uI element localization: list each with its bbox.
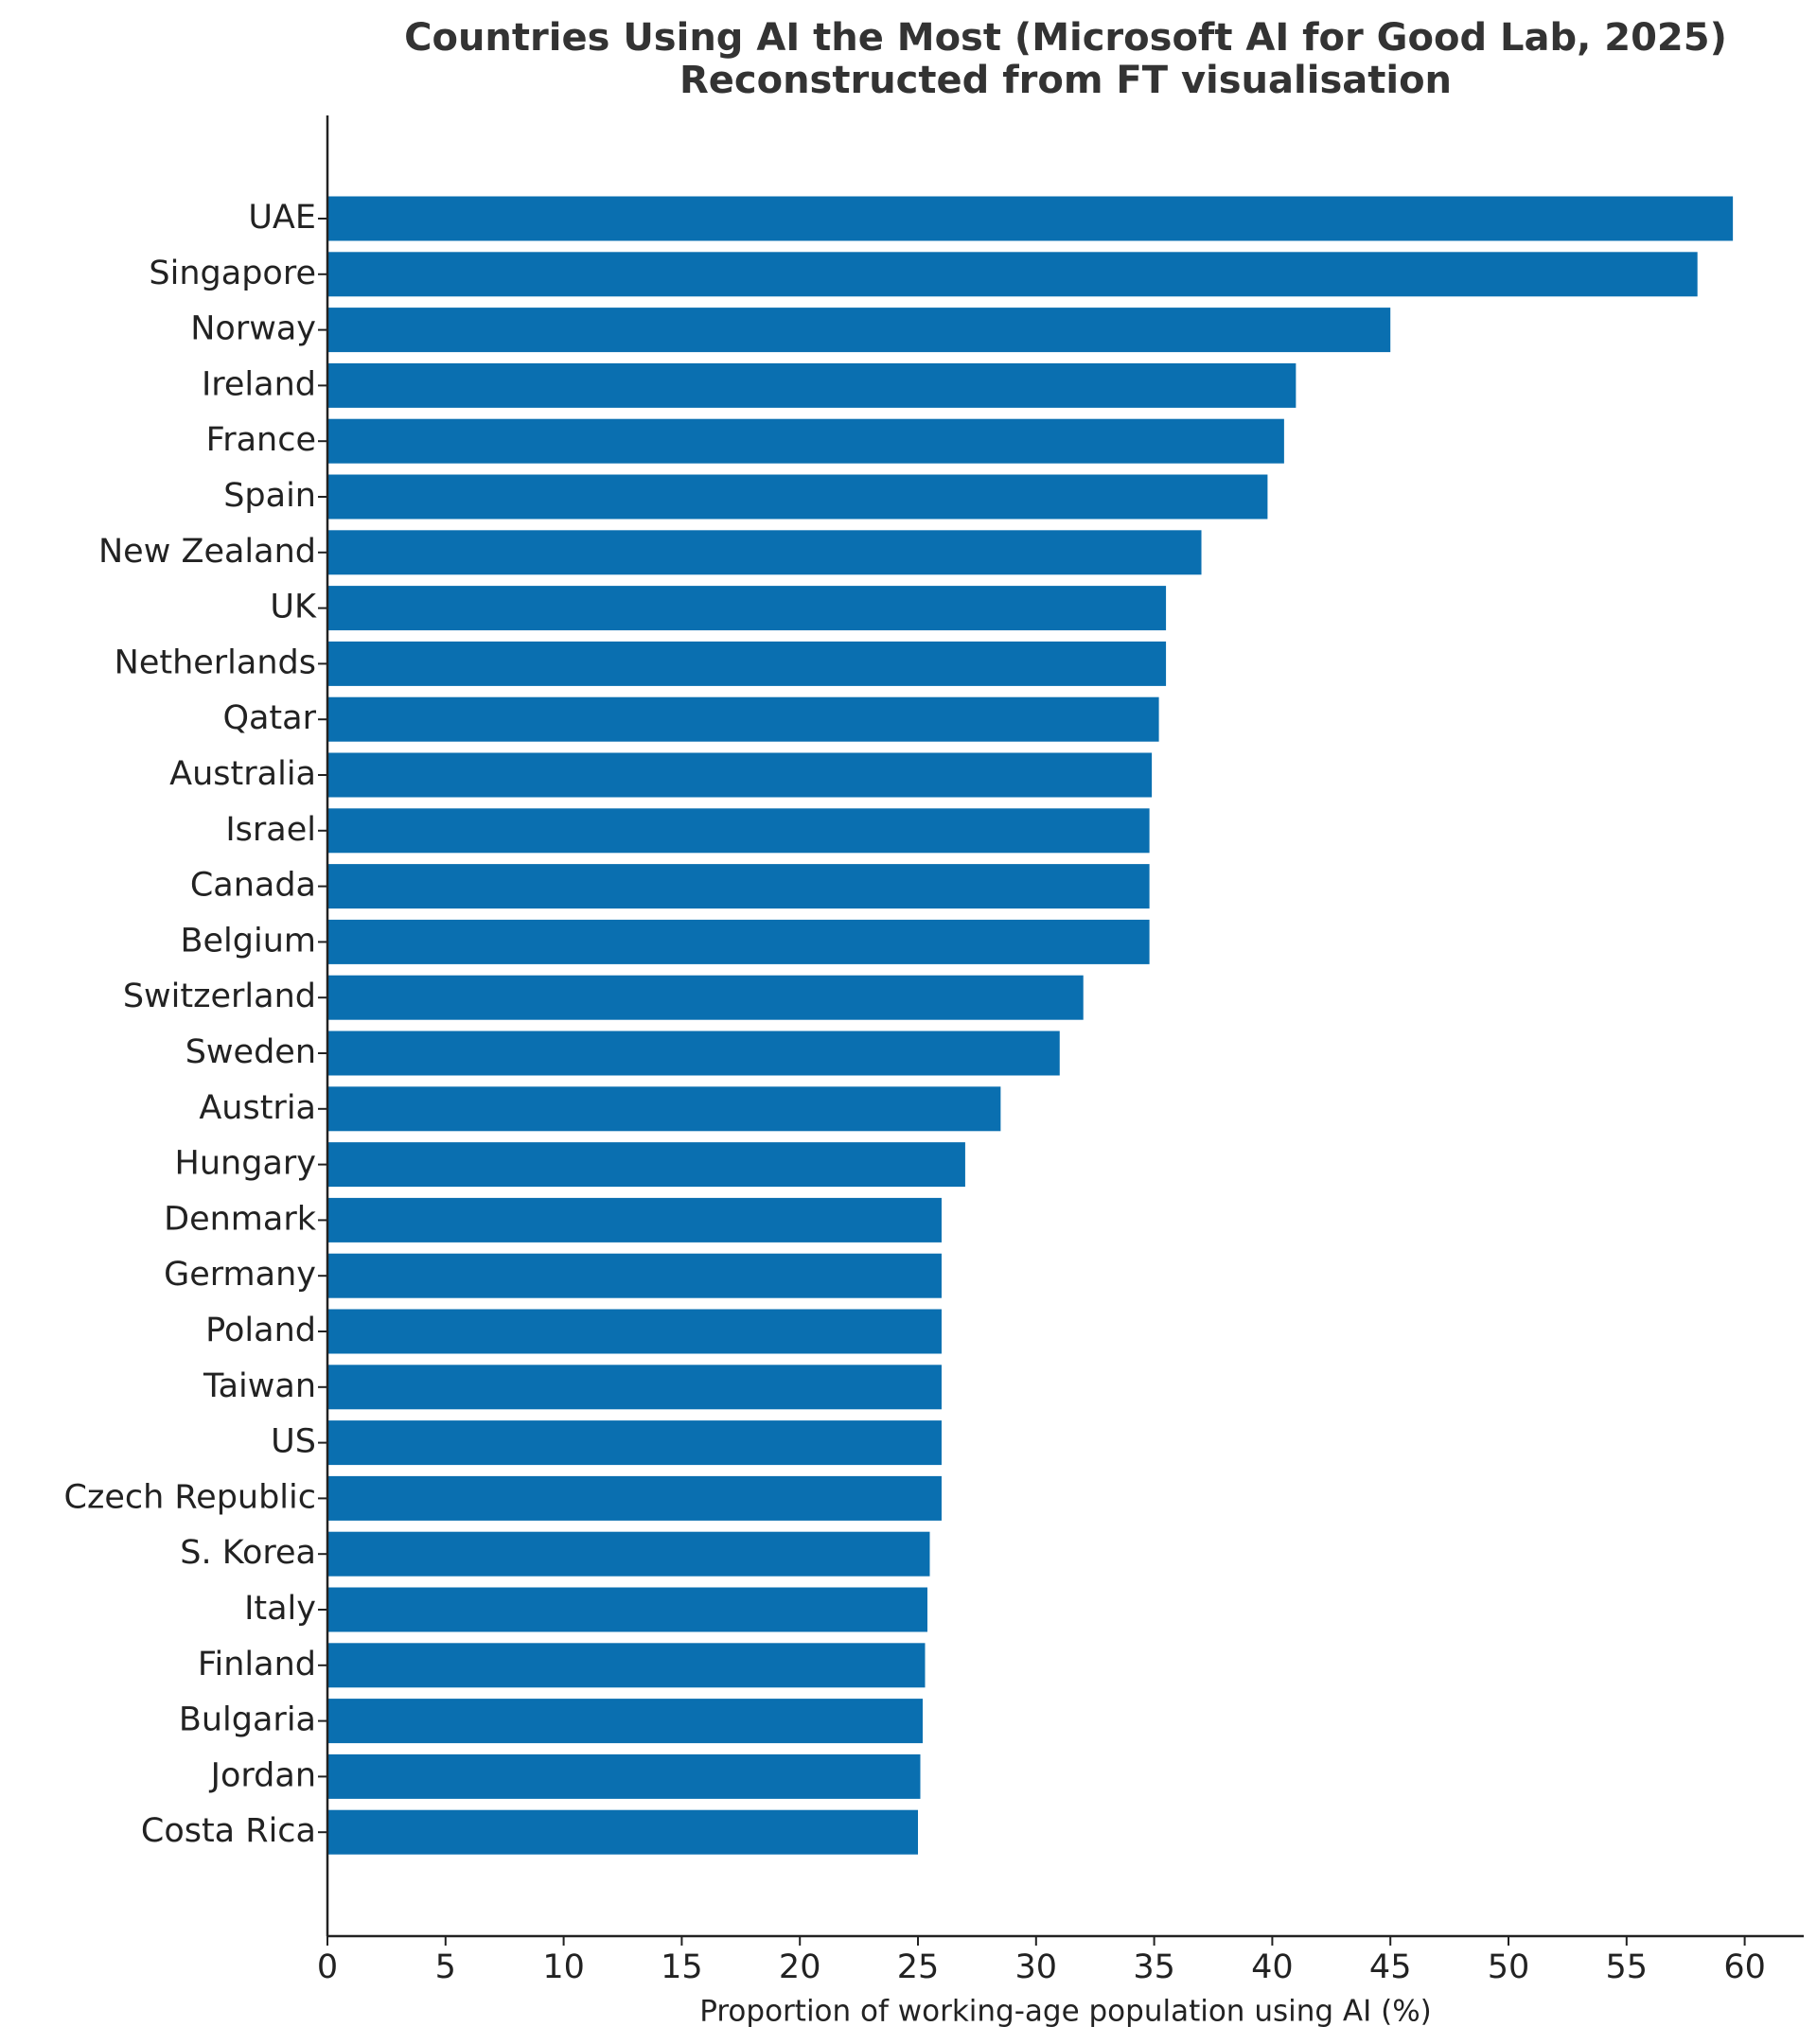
bar <box>327 1643 926 1688</box>
y-tick-label: Canada <box>190 867 316 905</box>
y-tick-label: Netherlands <box>115 643 316 681</box>
x-tick-label: 40 <box>1251 1948 1294 1986</box>
x-tick-label: 35 <box>1133 1948 1175 1986</box>
bar <box>327 1753 921 1799</box>
bar <box>327 641 1167 686</box>
y-tick-label: Finland <box>198 1646 316 1683</box>
bar <box>327 474 1268 520</box>
bar <box>327 586 1167 631</box>
bar <box>327 196 1734 241</box>
bar <box>327 530 1202 575</box>
bar <box>327 696 1159 742</box>
y-tick-label: Sweden <box>185 1033 316 1071</box>
bar <box>327 1253 942 1298</box>
y-tick-label: S. Korea <box>180 1534 316 1572</box>
bar <box>327 1699 923 1744</box>
chart-title: Countries Using AI the Most (Microsoft A… <box>404 16 1727 60</box>
bar <box>327 1809 918 1855</box>
x-tick-label: 55 <box>1606 1948 1649 1986</box>
y-tick-label: Jordan <box>209 1756 316 1794</box>
y-tick-label: Belgium <box>181 922 317 960</box>
bar <box>327 864 1150 909</box>
y-tick-label: Germany <box>164 1256 316 1294</box>
y-tick-label: Denmark <box>164 1200 317 1238</box>
bar <box>327 975 1084 1020</box>
bar <box>327 1531 930 1577</box>
bar <box>327 1142 965 1188</box>
bar <box>327 1197 942 1242</box>
y-tick-label: Israel <box>225 811 316 849</box>
x-tick-label: 45 <box>1369 1948 1412 1986</box>
y-tick-label: Spain <box>223 477 316 515</box>
y-tick-label: Australia <box>169 755 316 793</box>
y-tick-label: Singapore <box>149 255 316 292</box>
bar <box>327 308 1391 353</box>
bar <box>327 1475 942 1521</box>
y-tick-label: New Zealand <box>98 533 316 571</box>
bar <box>327 1365 942 1410</box>
bar <box>327 252 1698 297</box>
x-axis-label: Proportion of working-age population usi… <box>699 1995 1432 2029</box>
bar <box>327 1309 942 1354</box>
bar <box>327 1086 1001 1132</box>
y-tick-label: Czech Republic <box>64 1478 316 1516</box>
bar <box>327 752 1153 798</box>
y-tick-label: UK <box>270 589 317 626</box>
y-tick-label: Switzerland <box>123 978 316 1015</box>
y-tick-label: Qatar <box>222 699 316 737</box>
x-tick-label: 60 <box>1723 1948 1766 1986</box>
y-tick-label: Costa Rica <box>141 1812 316 1850</box>
bar <box>327 919 1150 964</box>
y-tick-label: Austria <box>199 1089 316 1127</box>
y-tick-label: UAE <box>248 199 316 237</box>
x-tick-label: 25 <box>897 1948 940 1986</box>
bar <box>327 1420 942 1466</box>
y-tick-label: Norway <box>190 310 316 348</box>
y-tick-label: Taiwan <box>203 1367 316 1405</box>
chart-subtitle: Reconstructed from FT visualisation <box>679 59 1452 102</box>
y-tick-label: Hungary <box>175 1145 316 1183</box>
x-tick-label: 0 <box>317 1948 338 1986</box>
bar <box>327 1587 927 1632</box>
x-tick-label: 50 <box>1488 1948 1530 1986</box>
y-tick-label: Poland <box>205 1312 316 1349</box>
x-tick-label: 30 <box>1015 1948 1058 1986</box>
y-tick-label: Italy <box>244 1590 316 1628</box>
y-tick-label: France <box>206 421 316 459</box>
x-tick-label: 15 <box>661 1948 703 1986</box>
x-tick-label: 10 <box>542 1948 585 1986</box>
x-tick-label: 20 <box>779 1948 821 1986</box>
bar <box>327 418 1284 464</box>
y-tick-label: Bulgaria <box>179 1701 316 1739</box>
bar <box>327 1031 1060 1076</box>
bar <box>327 808 1150 854</box>
y-tick-label: Ireland <box>202 365 316 403</box>
x-tick-label: 5 <box>435 1948 456 1986</box>
y-tick-label: US <box>271 1423 316 1461</box>
bar <box>327 362 1297 408</box>
